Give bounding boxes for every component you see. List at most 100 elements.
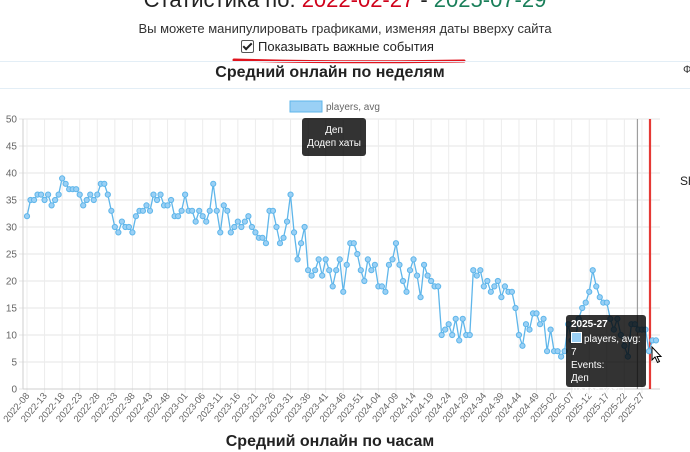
data-point (30, 196, 38, 204)
data-point (59, 175, 66, 182)
event-tooltip-line2: Додеп хаты (307, 138, 361, 149)
data-point (336, 256, 343, 263)
chart-title: Средний онлайн по неделям (215, 64, 445, 81)
data-point (94, 191, 101, 198)
data-point (357, 267, 364, 274)
date-from[interactable]: 2022-02-27 (302, 0, 415, 12)
data-point (459, 315, 466, 322)
data-point (392, 240, 400, 247)
data-point (308, 272, 315, 279)
data-point (491, 283, 498, 290)
data-point (192, 218, 199, 225)
data-point (115, 229, 122, 236)
data-point (203, 218, 210, 225)
next-chart-title: Средний онлайн по часам (225, 433, 435, 450)
title-prefix: Статистика по: (144, 0, 302, 12)
data-point (213, 207, 220, 214)
data-point (438, 331, 445, 339)
data-point (371, 261, 378, 268)
data-point (449, 331, 456, 339)
data-point (333, 267, 340, 274)
data-point (290, 229, 298, 236)
data-point (413, 272, 421, 279)
data-point (558, 353, 565, 360)
hover-tooltip-value-text: players, avg: 7 (571, 334, 641, 358)
data-point (586, 288, 593, 295)
y-tick-label: 35 (6, 196, 18, 207)
data-point (62, 180, 69, 187)
data-point (153, 196, 161, 204)
data-point (547, 326, 554, 333)
data-point (157, 191, 164, 198)
data-point (593, 283, 600, 290)
data-point (262, 240, 270, 247)
right-cut-text: Ф (683, 64, 690, 76)
data-point (410, 256, 417, 263)
data-point (259, 234, 266, 241)
data-point (55, 191, 62, 198)
data-point (199, 213, 206, 220)
data-point (189, 207, 196, 214)
data-point (596, 294, 603, 301)
data-point (389, 256, 396, 263)
data-point (245, 213, 252, 220)
show-events-checkbox[interactable] (241, 40, 254, 53)
data-point (519, 342, 526, 349)
data-point (283, 218, 291, 225)
data-point (80, 202, 87, 209)
data-point (515, 331, 523, 339)
data-point (37, 191, 45, 198)
data-point (143, 202, 150, 209)
data-point (294, 256, 301, 263)
data-point (428, 277, 435, 285)
hover-tooltip: 2025-27 players, avg: 7 Events: Деп Доде… (566, 315, 646, 397)
section-divider (0, 61, 690, 62)
y-tick-label: 30 (6, 223, 18, 234)
data-point (178, 207, 185, 214)
data-point (312, 267, 319, 274)
y-tick-label: 45 (6, 142, 18, 153)
data-point (104, 191, 111, 198)
data-point (83, 196, 90, 204)
data-point (406, 267, 414, 274)
y-tick-label: 5 (11, 358, 17, 369)
data-point (508, 288, 516, 295)
data-point (175, 213, 182, 220)
y-tick-label: 40 (6, 169, 18, 180)
data-point (234, 218, 241, 225)
y-tick-label: 25 (6, 250, 18, 261)
data-point (206, 207, 213, 214)
data-point (146, 207, 154, 214)
data-point (132, 213, 140, 220)
data-point (512, 304, 519, 312)
data-point (354, 250, 361, 258)
data-point (150, 191, 157, 198)
hover-tooltip-event2: Додеп хаты (571, 386, 625, 397)
data-point (350, 240, 357, 247)
hover-tooltip-event1: Деп (571, 373, 589, 384)
data-point (52, 196, 59, 204)
data-point (280, 234, 287, 241)
data-point (424, 272, 431, 279)
data-point (522, 321, 530, 328)
event-tooltip-line1: Деп (325, 125, 343, 136)
data-point (322, 256, 329, 263)
data-point (101, 180, 108, 187)
data-point (473, 272, 480, 279)
data-point (231, 223, 238, 231)
date-to[interactable]: 2025-07-29 (434, 0, 547, 12)
y-tick-label: 0 (11, 385, 17, 396)
data-point (326, 267, 333, 274)
y-tick-label: 10 (6, 331, 18, 342)
series-color-swatch (571, 332, 582, 343)
data-point (227, 229, 234, 236)
data-point (315, 256, 322, 263)
section-divider (0, 88, 690, 89)
show-events-toggle[interactable]: Показывать важные события (241, 39, 434, 54)
data-point (301, 223, 308, 231)
data-point (420, 261, 428, 268)
data-point (90, 196, 97, 204)
y-tick-label: 15 (6, 304, 18, 315)
mouse-pointer-icon (651, 346, 663, 364)
